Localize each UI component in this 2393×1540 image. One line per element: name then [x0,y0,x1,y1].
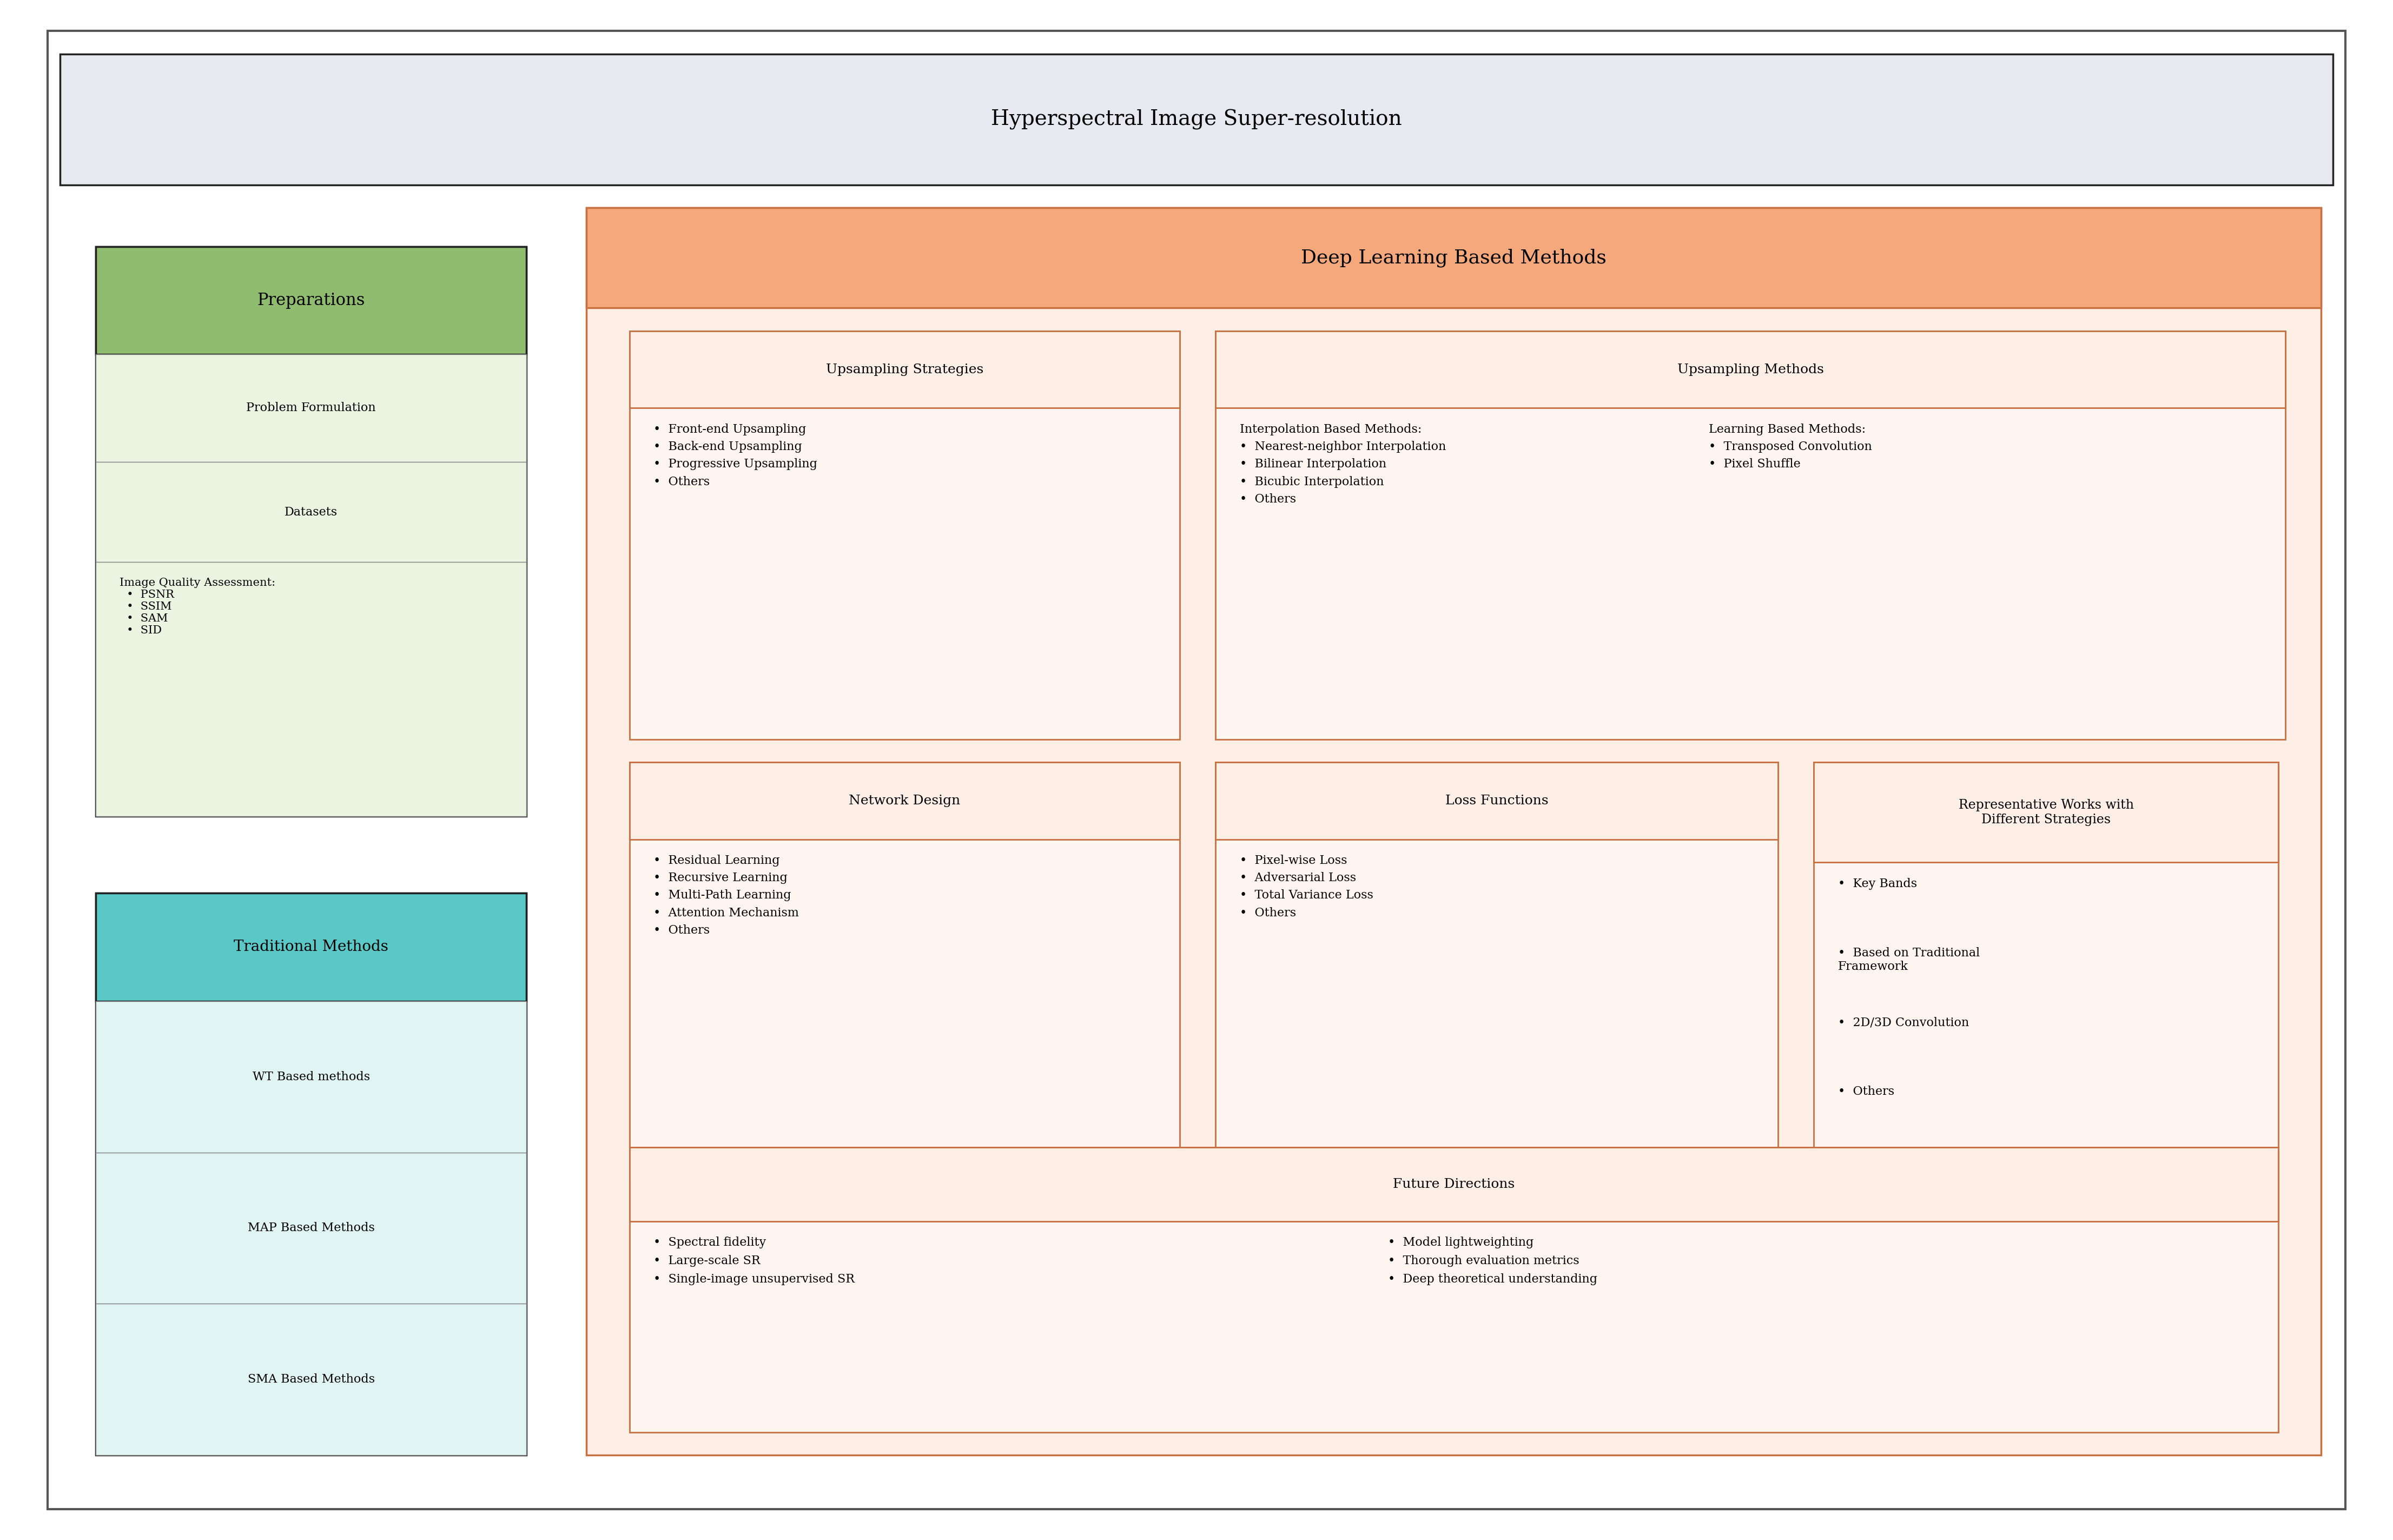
Text: SMA Based Methods: SMA Based Methods [246,1374,376,1386]
Text: Upsampling Strategies: Upsampling Strategies [826,363,984,376]
Text: Future Directions: Future Directions [1393,1178,1515,1190]
FancyBboxPatch shape [96,246,526,354]
Text: •  Front-end Upsampling
•  Back-end Upsampling
•  Progressive Upsampling
•  Othe: • Front-end Upsampling • Back-end Upsamp… [653,424,816,488]
Text: Interpolation Based Methods:
•  Nearest-neighbor Interpolation
•  Bilinear Inter: Interpolation Based Methods: • Nearest-n… [1240,424,1445,505]
Text: •  Pixel-wise Loss
•  Adversarial Loss
•  Total Variance Loss
•  Others: • Pixel-wise Loss • Adversarial Loss • T… [1240,855,1374,919]
FancyBboxPatch shape [96,562,526,816]
FancyBboxPatch shape [629,1147,2278,1221]
Text: Problem Formulation: Problem Formulation [246,402,376,414]
Text: •  Others: • Others [1838,1086,1895,1098]
Text: •  Based on Traditional
Framework: • Based on Traditional Framework [1838,947,1979,973]
Text: Datasets: Datasets [285,507,337,517]
FancyBboxPatch shape [48,31,2345,1509]
FancyBboxPatch shape [96,893,526,1455]
FancyBboxPatch shape [1814,762,2278,1178]
FancyBboxPatch shape [96,246,526,816]
FancyBboxPatch shape [629,331,1180,739]
Text: Traditional Methods: Traditional Methods [235,939,388,955]
FancyBboxPatch shape [96,1001,526,1152]
FancyBboxPatch shape [586,208,2321,1455]
FancyBboxPatch shape [1216,762,1778,839]
FancyBboxPatch shape [629,762,1180,1178]
Text: Network Design: Network Design [850,795,960,807]
FancyBboxPatch shape [1216,762,1778,1178]
Text: Image Quality Assessment:
  •  PSNR
  •  SSIM
  •  SAM
  •  SID: Image Quality Assessment: • PSNR • SSIM … [120,578,275,636]
Text: Hyperspectral Image Super-resolution: Hyperspectral Image Super-resolution [991,109,1402,129]
Text: •  Residual Learning
•  Recursive Learning
•  Multi-Path Learning
•  Attention M: • Residual Learning • Recursive Learning… [653,855,799,936]
Text: Preparations: Preparations [256,293,366,308]
Text: WT Based methods: WT Based methods [251,1070,371,1083]
FancyBboxPatch shape [629,331,1180,408]
FancyBboxPatch shape [629,1147,2278,1432]
FancyBboxPatch shape [96,1152,526,1304]
FancyBboxPatch shape [1216,331,2285,408]
FancyBboxPatch shape [96,1304,526,1455]
Text: Deep Learning Based Methods: Deep Learning Based Methods [1302,248,1606,268]
Text: •  Key Bands: • Key Bands [1838,878,1917,890]
Text: •  Spectral fidelity
•  Large-scale SR
•  Single-image unsupervised SR: • Spectral fidelity • Large-scale SR • S… [653,1237,854,1286]
Text: Loss Functions: Loss Functions [1445,795,1548,807]
FancyBboxPatch shape [586,208,2321,308]
FancyBboxPatch shape [96,462,526,562]
Text: •  2D/3D Convolution: • 2D/3D Convolution [1838,1016,1969,1029]
FancyBboxPatch shape [1216,331,2285,739]
Text: Learning Based Methods:
•  Transposed Convolution
•  Pixel Shuffle: Learning Based Methods: • Transposed Con… [1709,424,1871,470]
Text: Upsampling Methods: Upsampling Methods [1677,363,1823,376]
FancyBboxPatch shape [60,54,2333,185]
FancyBboxPatch shape [1814,762,2278,862]
FancyBboxPatch shape [629,762,1180,839]
Text: Representative Works with
Different Strategies: Representative Works with Different Stra… [1957,799,2135,825]
Text: •  Model lightweighting
•  Thorough evaluation metrics
•  Deep theoretical under: • Model lightweighting • Thorough evalua… [1388,1237,1596,1286]
FancyBboxPatch shape [96,354,526,462]
Text: MAP Based Methods: MAP Based Methods [246,1223,376,1234]
FancyBboxPatch shape [96,893,526,1001]
